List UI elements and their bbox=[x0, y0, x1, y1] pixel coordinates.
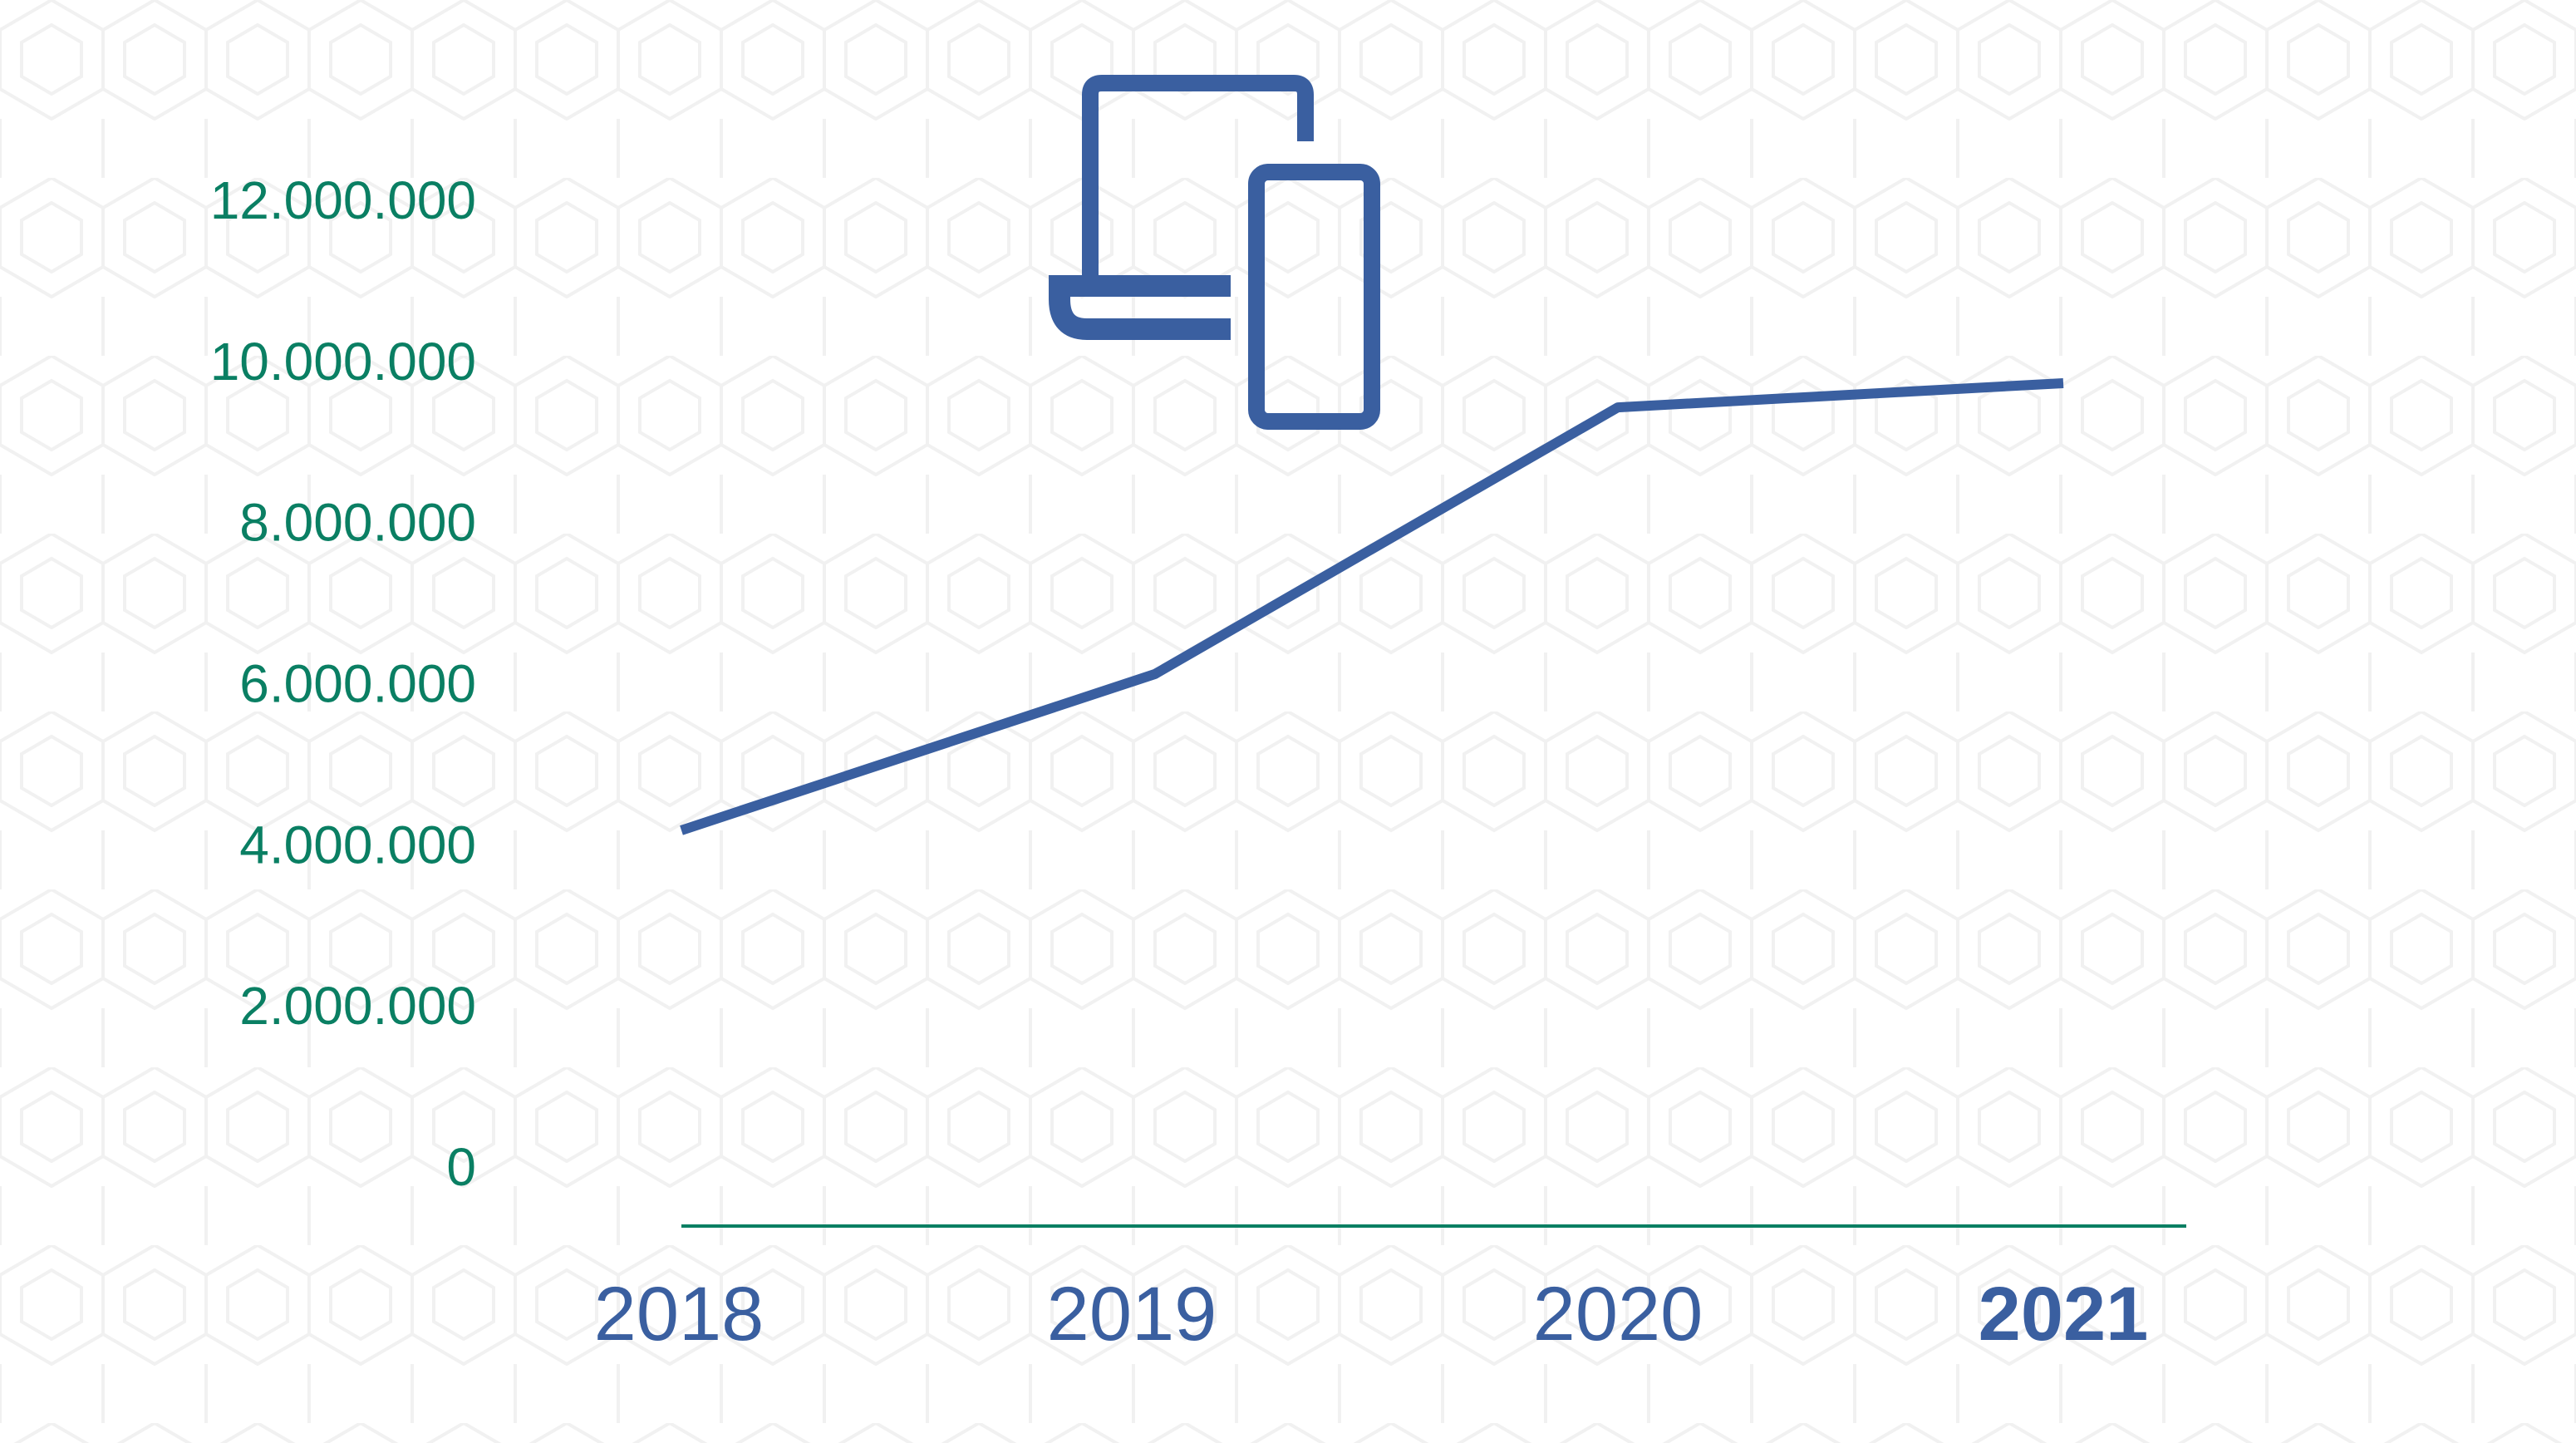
y-tick-label: 8.000.000 bbox=[239, 493, 476, 553]
laptop-base-icon bbox=[1049, 275, 1231, 340]
y-tick-label: 12.000.000 bbox=[210, 170, 476, 230]
y-tick-label: 0 bbox=[446, 1137, 476, 1197]
y-tick-label: 4.000.000 bbox=[239, 815, 476, 874]
mobile-device-icon bbox=[1248, 164, 1380, 430]
y-tick-label: 6.000.000 bbox=[239, 654, 476, 714]
x-tick-label: 2021 bbox=[1979, 1272, 2149, 1357]
laptop-screen-icon bbox=[1082, 75, 1314, 278]
series-group bbox=[680, 378, 2064, 835]
x-tick-label: 2018 bbox=[594, 1272, 764, 1357]
series-line bbox=[680, 378, 2064, 835]
x-tick-label: 2019 bbox=[1047, 1272, 1217, 1357]
x-tick-label: 2020 bbox=[1533, 1272, 1703, 1357]
devices-icon bbox=[1049, 75, 1380, 430]
y-tick-label: 2.000.000 bbox=[239, 976, 476, 1036]
x-axis-labels: 2018 2019 2020 2021 bbox=[594, 1272, 2149, 1357]
y-tick-label: 10.000.000 bbox=[210, 332, 476, 392]
y-axis-labels: 0 2.000.000 4.000.000 6.000.000 8.000.000 10.… bbox=[210, 170, 476, 1197]
